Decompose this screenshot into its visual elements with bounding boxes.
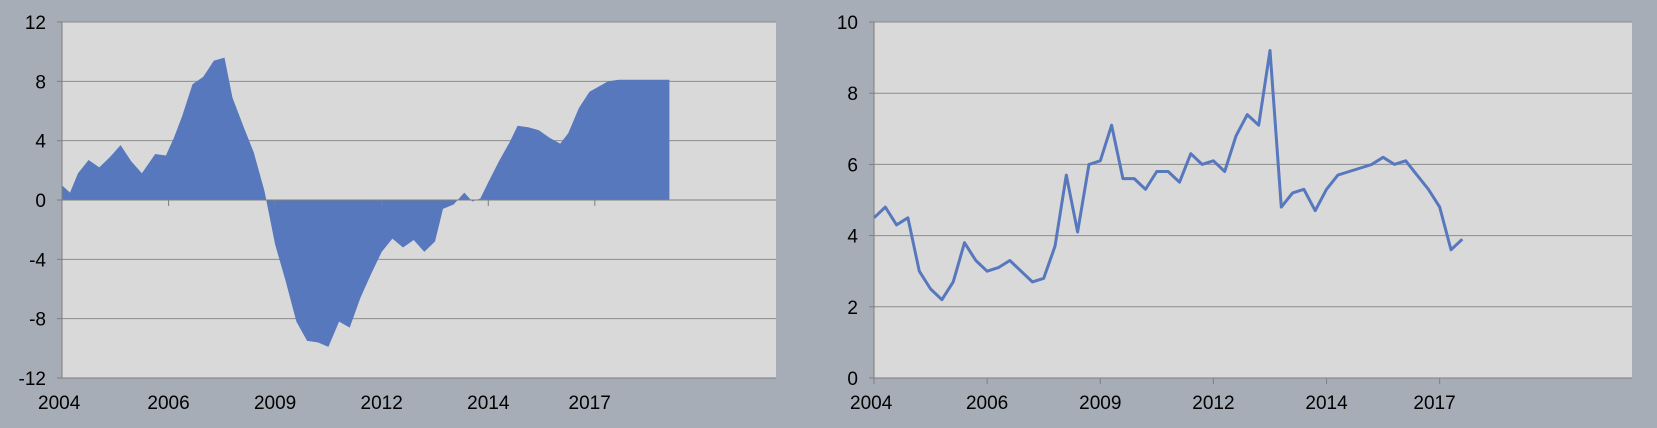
x-tick-label: 2014 — [467, 393, 510, 414]
x-tick-label: 2017 — [1413, 393, 1455, 414]
x-tick-label: 2009 — [254, 393, 296, 414]
y-tick-label: 8 — [35, 72, 46, 93]
line-chart-right: 0 2 4 6 8 10 2004 2006 2009 2012 2014 2017 — [837, 13, 1632, 414]
y-tick-label: -12 — [19, 369, 46, 390]
y-tick-label: 10 — [837, 13, 858, 34]
x-tick-label: 2009 — [1079, 393, 1121, 414]
x-tick-label: 2004 — [850, 393, 893, 414]
y-tick-label: 8 — [847, 84, 858, 105]
plot-area — [874, 22, 1632, 378]
y-tick-label: 2 — [847, 298, 858, 319]
x-tick-label: 2006 — [966, 393, 1008, 414]
area-chart-left: -12 -8 -4 0 4 8 12 2004 2006 2009 2012 2014 2017 — [19, 13, 776, 414]
x-tick-label: 2004 — [38, 393, 81, 414]
y-tick-label: -4 — [29, 250, 46, 271]
y-tick-label: 0 — [35, 191, 46, 212]
x-tick-label: 2006 — [147, 393, 189, 414]
y-tick-label: 4 — [35, 132, 46, 153]
x-tick-label: 2014 — [1305, 393, 1348, 414]
y-tick-label: 12 — [25, 13, 46, 34]
x-tick-label: 2012 — [361, 393, 403, 414]
y-tick-label: -8 — [29, 310, 46, 331]
area-series — [62, 57, 670, 347]
x-tick-label: 2012 — [1192, 393, 1234, 414]
y-tick-label: 6 — [847, 155, 858, 176]
line-series — [872, 49, 1464, 302]
y-tick-label: 0 — [847, 369, 858, 390]
y-tick-label: 4 — [847, 227, 858, 248]
x-tick-label: 2017 — [569, 393, 611, 414]
